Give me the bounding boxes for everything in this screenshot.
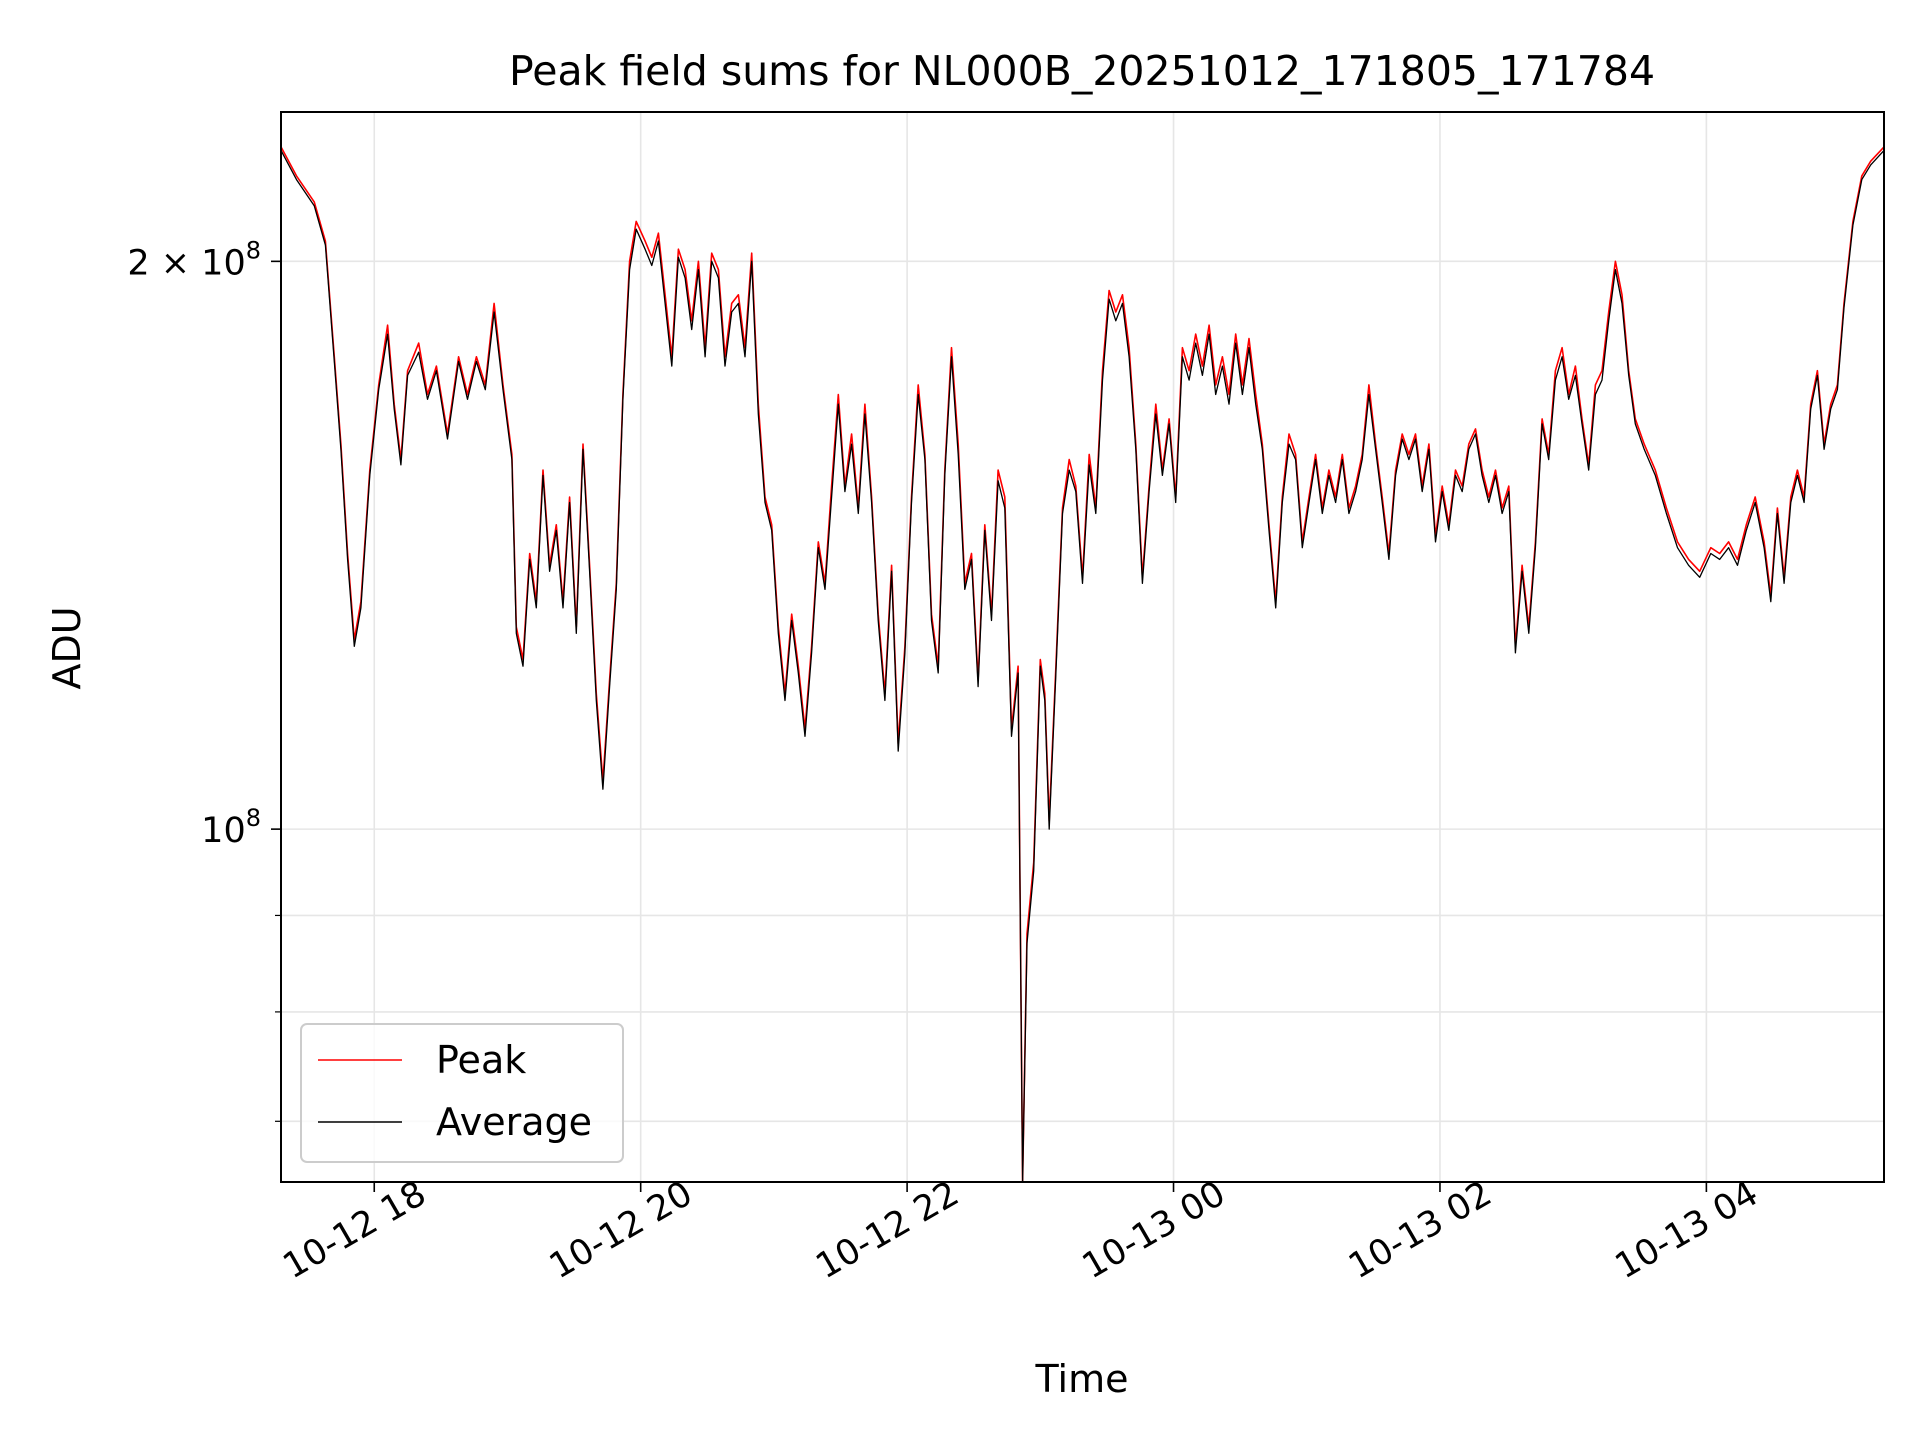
- chart-title: Peak field sums for NL000B_20251012_1718…: [509, 47, 1655, 95]
- y-tick-exponent: 8: [246, 236, 261, 264]
- legend: Peak Average: [300, 1023, 624, 1163]
- y-tick-label: 108: [201, 804, 261, 851]
- y-tick-label: 2 × 108: [127, 236, 261, 283]
- plot-frame: [280, 111, 1885, 1183]
- y-axis-label: ADU: [45, 606, 89, 689]
- grid: [281, 112, 1884, 1182]
- legend-peak-label: Peak: [436, 1038, 526, 1082]
- legend-average-label: Average: [436, 1100, 592, 1144]
- plot-lines: [280, 146, 1885, 1183]
- x-axis-label: Time: [1035, 1357, 1129, 1401]
- y-tick-base: 10: [201, 811, 246, 851]
- y-tick-exponent: 8: [246, 804, 261, 832]
- series-line-average: [280, 149, 1885, 1183]
- legend-box: [300, 1023, 624, 1163]
- y-tick-base: 2 × 10: [127, 243, 245, 283]
